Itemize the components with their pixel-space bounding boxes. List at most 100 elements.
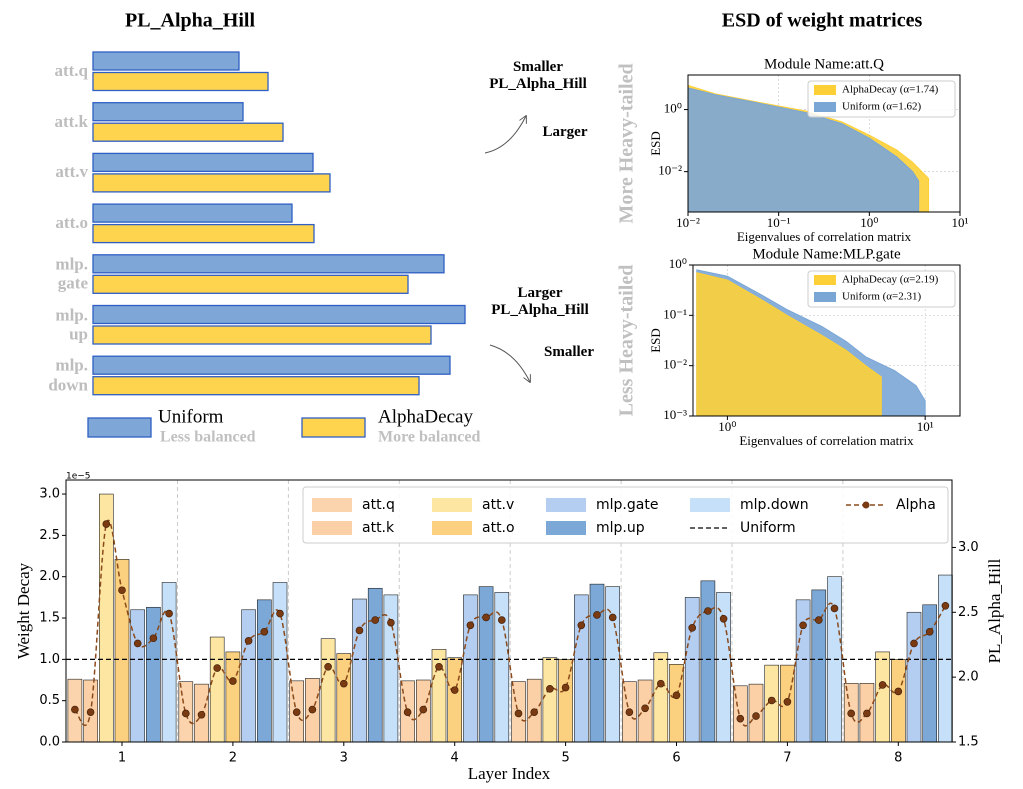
- y-tick-label: 10⁻³: [663, 407, 687, 422]
- y-tick-label: 10⁻²: [658, 163, 682, 178]
- alpha-marker: [133, 639, 142, 648]
- alpha-marker: [371, 616, 380, 624]
- chart-title: PL_Alpha_Hill: [125, 10, 255, 32]
- category-label: att.o: [55, 213, 88, 233]
- alpha-marker: [355, 626, 364, 635]
- bar: [92, 51, 240, 71]
- alpha-marker: [736, 714, 745, 723]
- chart-subtitle: Module Name:att.Q: [764, 56, 884, 72]
- alpha-marker: [752, 712, 760, 720]
- legend-note: More balanced: [378, 429, 480, 446]
- legend-label: att.q: [362, 497, 395, 513]
- y2-tick-label: 2.5: [958, 605, 979, 620]
- legend-swatch: [312, 521, 352, 535]
- alpha-marker: [149, 634, 158, 643]
- bar: [367, 587, 383, 743]
- legend-note: Less balanced: [160, 429, 256, 446]
- alpha-marker: [403, 708, 412, 716]
- alpha-marker: [847, 709, 856, 718]
- alpha-marker: [925, 627, 934, 636]
- alpha-marker: [910, 639, 918, 648]
- y-tick-label: 10⁻²: [663, 357, 687, 372]
- bar: [890, 659, 906, 743]
- side-annotation: Less Heavy-tailed: [616, 265, 638, 417]
- bar: [92, 254, 445, 274]
- x-tick-label: 10⁻¹: [767, 215, 791, 230]
- bar: [447, 657, 463, 743]
- legend-label: AlphaDecay (α=1.74): [842, 84, 939, 96]
- x-axis-label: Layer Index: [468, 764, 551, 783]
- legend-swatch: [690, 498, 730, 512]
- y-tick-label: 0.0: [39, 735, 60, 750]
- x-axis-label: Eigenvalues of correlation matrix: [737, 229, 912, 244]
- alpha-marker: [941, 602, 950, 610]
- legend-swatch: [814, 102, 836, 112]
- alpha-marker: [482, 613, 490, 622]
- alpha-marker: [387, 618, 395, 627]
- bar: [92, 304, 466, 325]
- alpha-marker: [767, 696, 776, 705]
- category-label: att.v: [55, 162, 88, 182]
- x-tick-label: 7: [783, 751, 791, 766]
- alpha-marker: [799, 621, 807, 630]
- alpha-marker: [244, 637, 253, 645]
- x-tick-label: 10¹: [917, 419, 934, 434]
- bar: [795, 599, 811, 743]
- y-tick-label: 0.5: [39, 693, 60, 708]
- bar: [92, 102, 244, 122]
- plot-frame: [65, 479, 953, 743]
- legend-swatch: [814, 292, 836, 302]
- alpha-marker: [497, 616, 506, 624]
- y2-tick-label: 1.5: [958, 735, 979, 750]
- category-label: mlp. gate: [55, 254, 88, 293]
- bar: [558, 659, 573, 743]
- x-tick-label: 6: [672, 751, 680, 766]
- legend-label: mlp.down: [740, 497, 809, 513]
- legend-label: mlp.up: [596, 520, 645, 536]
- x-tick-label: 8: [894, 751, 902, 766]
- alpha-marker: [641, 704, 649, 713]
- bar: [92, 223, 315, 244]
- alpha-marker: [419, 705, 428, 714]
- bar: [383, 594, 399, 743]
- category-label: mlp. down: [48, 355, 88, 395]
- annotation: Larger PL_Alpha_Hill: [491, 285, 589, 319]
- x-tick-label: 5: [561, 751, 569, 766]
- legend-box: [807, 80, 956, 118]
- legend-label: att.v: [482, 497, 514, 513]
- legend-swatch: [312, 498, 352, 512]
- bar: [161, 582, 177, 743]
- legend-swatch: [862, 501, 870, 509]
- alpha-marker: [324, 662, 332, 671]
- bar: [272, 582, 288, 743]
- bar: [716, 592, 731, 743]
- x-axis-label: Eigenvalues of correlation matrix: [739, 433, 914, 448]
- bar: [542, 657, 558, 743]
- alpha-marker: [292, 708, 301, 716]
- y-offset-label: 1e−5: [66, 472, 91, 482]
- legend-swatch: [432, 498, 472, 512]
- alpha-marker: [704, 607, 712, 615]
- legend-swatch: [87, 417, 152, 438]
- bar: [938, 574, 953, 743]
- y-axis-label: ESD: [648, 328, 663, 353]
- x-tick-label: 1: [118, 751, 126, 766]
- alpha-marker: [308, 705, 317, 714]
- alpha-marker: [339, 679, 348, 688]
- bar: [92, 376, 420, 396]
- alpha-marker: [86, 708, 95, 716]
- bar: [573, 594, 589, 743]
- legend-swatch: [546, 521, 586, 535]
- alpha-marker: [466, 621, 475, 630]
- y-tick-label: 2.0: [39, 569, 60, 584]
- legend-label: att.o: [482, 520, 515, 536]
- bar: [653, 652, 669, 743]
- bar: [320, 638, 336, 743]
- x-tick-label: 2: [229, 751, 237, 766]
- legend-label: mlp.gate: [596, 497, 658, 513]
- alpha-marker: [260, 627, 269, 636]
- category-label: mlp. up: [55, 304, 88, 344]
- annotation: Larger: [542, 124, 588, 140]
- bar: [463, 594, 478, 743]
